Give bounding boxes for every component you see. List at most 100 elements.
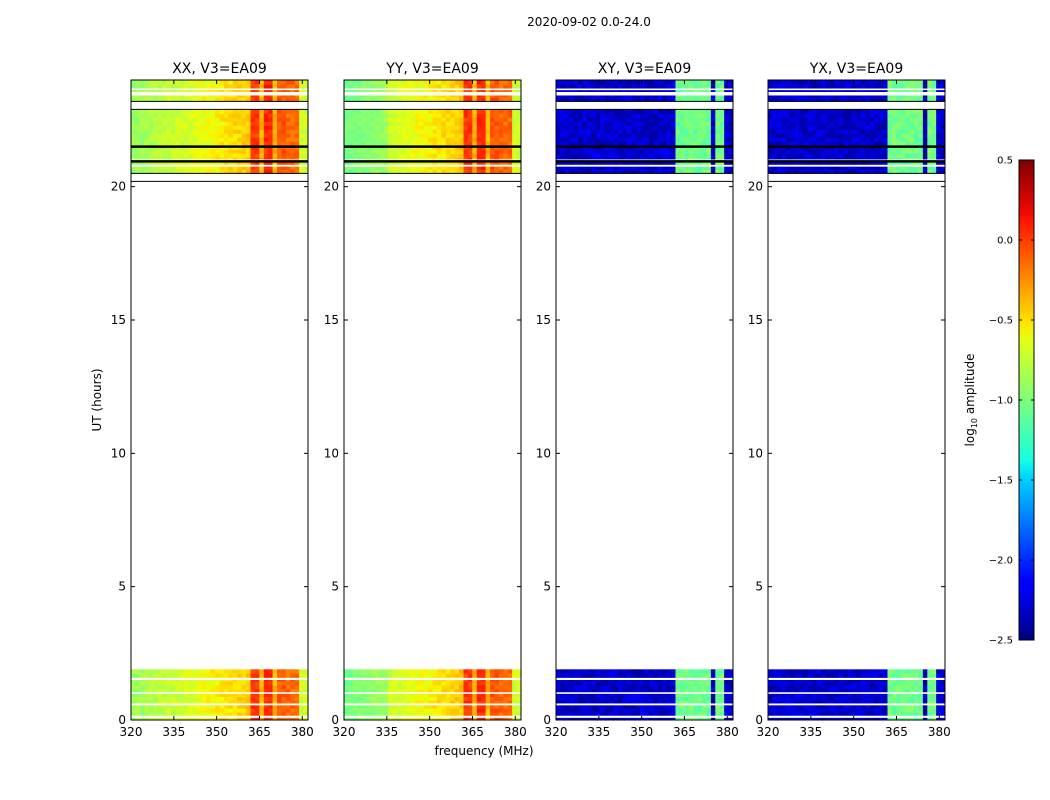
heatmap-cell	[392, 137, 398, 142]
heatmap-cell	[215, 684, 220, 690]
heatmap-cell	[131, 688, 136, 694]
heatmap-cell	[604, 125, 610, 130]
heatmap-cell	[299, 681, 304, 686]
heatmap-cell	[560, 681, 566, 686]
heatmap-cell	[179, 121, 185, 126]
heatmap-cell	[441, 129, 447, 134]
heatmap-cell	[494, 700, 500, 705]
heatmap-cell	[344, 688, 349, 694]
heatmap-cell	[666, 708, 672, 713]
heatmap-cell	[192, 117, 198, 122]
heatmap-cell	[228, 673, 234, 678]
heatmap-cell	[675, 113, 681, 118]
heatmap-cell	[591, 169, 597, 174]
heatmap-cell	[241, 84, 247, 89]
heatmap-cell	[148, 80, 154, 85]
heatmap-cell	[410, 97, 416, 102]
heatmap-cell	[785, 669, 791, 674]
heatmap-cell	[170, 669, 176, 674]
heatmap-cell	[936, 708, 941, 713]
heatmap-cell	[423, 700, 429, 705]
heatmap-cell	[348, 129, 354, 134]
heatmap-cell	[617, 165, 623, 170]
heatmap-cell	[215, 137, 220, 142]
heatmap-cell	[232, 113, 238, 118]
heatmap-cell	[516, 97, 522, 102]
heatmap-cell	[299, 716, 304, 721]
heatmap-cell	[768, 704, 773, 709]
heatmap-cell	[679, 121, 685, 126]
heatmap-cell	[679, 113, 685, 118]
heatmap-cell	[485, 149, 491, 154]
heatmap-cell	[436, 129, 442, 134]
heatmap-cell	[148, 716, 154, 721]
heatmap-cell	[706, 688, 712, 694]
heatmap-cell	[883, 716, 888, 721]
heatmap-cell	[772, 684, 778, 690]
heatmap-cell	[657, 97, 663, 102]
heatmap-cell	[135, 712, 141, 717]
heatmap-cell	[569, 700, 575, 705]
heatmap-cell	[688, 133, 694, 138]
heatmap-cell	[277, 688, 282, 694]
heatmap-cell	[467, 80, 473, 85]
heatmap-cell	[401, 129, 407, 134]
heatmap-cell	[768, 692, 773, 698]
heatmap-cell	[631, 141, 637, 146]
heatmap-cell	[635, 688, 641, 694]
heatmap-cell	[675, 97, 681, 102]
heatmap-cell	[210, 80, 216, 85]
heatmap-cell	[241, 97, 247, 102]
heatmap-cell	[852, 673, 857, 678]
heatmap-cell	[829, 688, 835, 694]
heatmap-cell	[600, 117, 606, 122]
y-tick-label: 15	[536, 313, 551, 327]
heatmap-cell	[277, 165, 282, 170]
heatmap-cell	[414, 161, 420, 166]
heatmap-cell	[428, 84, 433, 89]
heatmap-cell	[188, 161, 194, 166]
heatmap-cell	[241, 692, 247, 698]
heatmap-cell	[644, 121, 650, 126]
heatmap-cell	[281, 141, 287, 146]
heatmap-cell	[635, 133, 641, 138]
heatmap-cell	[170, 169, 176, 174]
heatmap-cell	[131, 708, 136, 713]
heatmap-cell	[803, 149, 809, 154]
heatmap-cell	[459, 141, 464, 146]
heatmap-cell	[825, 688, 831, 694]
heatmap-cell	[405, 708, 411, 713]
heatmap-cell	[135, 673, 141, 678]
heatmap-cell	[219, 80, 225, 85]
heatmap-cell	[148, 113, 154, 118]
heatmap-cell	[215, 688, 220, 694]
heatmap-cell	[613, 137, 619, 142]
heatmap-cell	[303, 125, 309, 130]
heatmap-cell	[197, 113, 203, 118]
heatmap-cell	[569, 169, 575, 174]
heatmap-cell	[139, 88, 145, 94]
heatmap-cell	[675, 708, 681, 713]
heatmap-cell	[272, 80, 278, 85]
heatmap-cell	[388, 137, 394, 142]
heatmap-cell	[653, 716, 659, 721]
heatmap-cell	[622, 141, 628, 146]
heatmap-cell	[170, 696, 176, 701]
heatmap-cell	[724, 117, 729, 122]
heatmap-cell	[170, 141, 176, 146]
heatmap-cell	[829, 153, 835, 158]
heatmap-cell	[419, 708, 425, 713]
heatmap-cell	[640, 149, 645, 154]
heatmap-cell	[454, 165, 460, 170]
heatmap-cell	[139, 125, 145, 130]
heatmap-cell	[303, 673, 309, 678]
heatmap-cell	[490, 97, 495, 102]
heatmap-cell	[626, 704, 632, 709]
heatmap-cell	[161, 169, 167, 174]
heatmap-cell	[617, 169, 623, 174]
heatmap-cell	[410, 681, 416, 686]
heatmap-cell	[666, 684, 672, 690]
heatmap-cell	[263, 153, 269, 158]
heatmap-cell	[223, 684, 229, 690]
heatmap-cell	[834, 161, 840, 166]
